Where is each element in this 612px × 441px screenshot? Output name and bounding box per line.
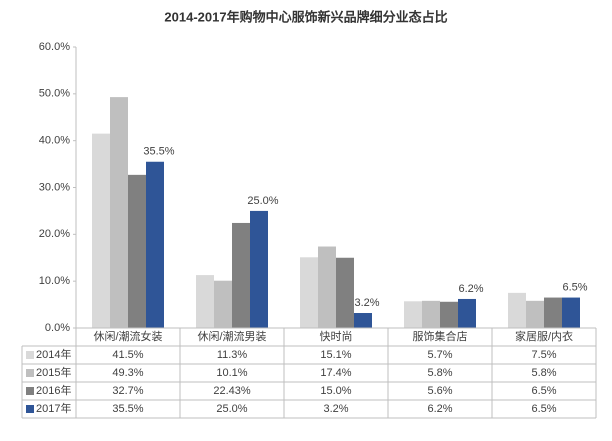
bar: [318, 246, 336, 328]
bar: [214, 280, 232, 328]
legend-swatch: [26, 369, 34, 377]
table-cell: 3.2%: [323, 403, 348, 415]
bar: [526, 300, 544, 328]
bar: [562, 297, 580, 328]
data-label: 6.5%: [562, 281, 587, 293]
bar: [458, 298, 476, 328]
y-tick-label: 0.0%: [45, 322, 70, 334]
legend-label: 2016年: [36, 383, 71, 397]
table-cell: 5.6%: [427, 385, 452, 397]
data-label: 3.2%: [354, 297, 379, 309]
x-tick-label: 休闲/潮流女装: [93, 329, 162, 343]
bar: [110, 97, 128, 328]
bar: [336, 257, 354, 328]
table-cell: 35.5%: [112, 403, 143, 415]
table-cell: 5.8%: [531, 367, 556, 379]
table-cell: 17.4%: [320, 367, 351, 379]
bar: [404, 301, 422, 328]
table-cell: 25.0%: [216, 403, 247, 415]
x-tick-label: 快时尚: [320, 329, 353, 343]
table-cell: 6.2%: [427, 403, 452, 415]
bar: [544, 297, 562, 328]
bar: [196, 275, 214, 328]
legend-label: 2017年: [36, 401, 71, 415]
bar: [232, 222, 250, 328]
legend-label: 2015年: [36, 365, 71, 379]
bar: [300, 257, 318, 328]
y-tick-label: 30.0%: [39, 181, 70, 193]
table-cell: 11.3%: [217, 349, 248, 361]
table-cell: 49.3%: [112, 367, 143, 379]
table-cell: 6.5%: [531, 403, 556, 415]
y-tick-label: 10.0%: [39, 275, 70, 287]
legend-swatch: [26, 405, 34, 413]
bar: [354, 313, 372, 328]
table-cell: 10.1%: [216, 367, 247, 379]
data-label: 25.0%: [247, 195, 278, 207]
bar: [250, 210, 268, 328]
x-tick-label: 休闲/潮流男装: [197, 329, 266, 343]
y-tick-label: 20.0%: [39, 228, 70, 240]
data-label: 6.2%: [458, 283, 483, 295]
bar: [92, 133, 110, 328]
bar: [440, 301, 458, 328]
bar: [422, 300, 440, 328]
table-cell: 41.5%: [112, 349, 143, 361]
y-tick-label: 50.0%: [39, 88, 70, 100]
table-cell: 5.8%: [427, 367, 452, 379]
legend-swatch: [26, 387, 34, 395]
x-tick-label: 服饰集合店: [413, 329, 468, 343]
bar: [508, 292, 526, 328]
table-cell: 15.0%: [320, 385, 351, 397]
data-label: 35.5%: [143, 146, 174, 158]
chart-title: 2014-2017年购物中心服饰新兴品牌细分业态占比: [164, 9, 447, 24]
bar: [128, 174, 146, 328]
legend-swatch: [26, 351, 34, 359]
table-cell: 15.1%: [320, 349, 351, 361]
table-cell: 22.43%: [213, 385, 251, 397]
table-cell: 32.7%: [112, 385, 143, 397]
table-cell: 5.7%: [427, 349, 452, 361]
y-tick-label: 60.0%: [39, 41, 70, 53]
legend-label: 2014年: [36, 347, 71, 361]
table-cell: 6.5%: [531, 385, 556, 397]
y-tick-label: 40.0%: [39, 135, 70, 147]
x-tick-label: 家居服/内衣: [515, 329, 573, 343]
table-cell: 7.5%: [531, 349, 556, 361]
bar: [146, 161, 164, 328]
